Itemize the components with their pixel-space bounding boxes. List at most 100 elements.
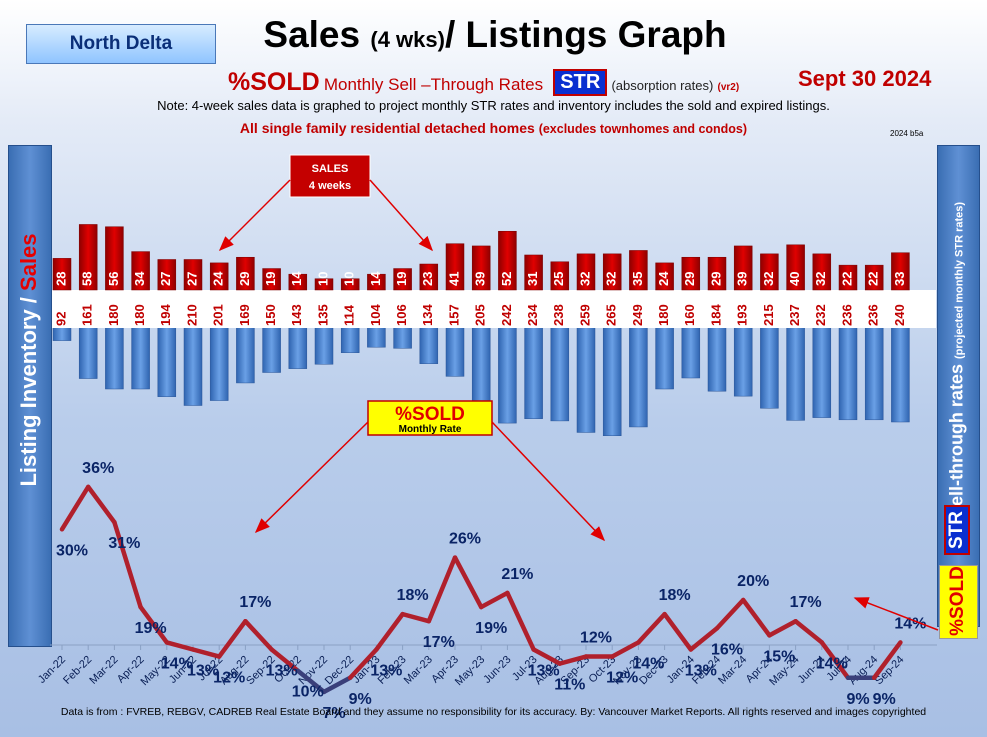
str-value-label: 13%: [685, 662, 717, 679]
sales-value-label: 32: [761, 272, 776, 286]
inventory-value-label: 157: [446, 304, 461, 326]
str-value-label: 31%: [108, 535, 140, 552]
str-value-label: 12%: [213, 670, 245, 687]
inventory-value-label: 104: [368, 304, 383, 326]
sales-bar: [105, 226, 124, 291]
sales-bar: [655, 262, 674, 291]
inventory-value-label: 92: [53, 312, 68, 326]
sold-callout-box: [367, 400, 493, 436]
inventory-value-label: 242: [499, 304, 514, 326]
inventory-value-label: 180: [132, 304, 147, 326]
inventory-value-label: 205: [473, 304, 488, 326]
str-value-label: 17%: [239, 594, 271, 611]
str-line-segment: [374, 611, 405, 652]
sales-bar: [209, 262, 229, 291]
str-value-label: 15%: [763, 648, 795, 665]
homes-note: All single family residential detached h…: [0, 120, 987, 136]
str-line-segment: [478, 590, 510, 610]
str-badge: STR: [553, 69, 608, 96]
x-tick-label: Feb-22: [61, 654, 94, 687]
sales-bar: [498, 230, 517, 291]
sales-value-label: 32: [577, 272, 592, 286]
title-small: (4 wks): [370, 27, 445, 52]
inventory-value-label: 240: [892, 304, 907, 326]
inventory-value-label: 194: [158, 304, 173, 326]
sales-value-label: 31: [525, 272, 540, 286]
sales-bar: [262, 268, 281, 291]
homes-note-main: All single family residential detached h…: [239, 120, 535, 136]
str-value-label: 13%: [528, 662, 560, 679]
str-line-segment: [112, 519, 143, 610]
str-value-label: 12%: [606, 670, 638, 687]
sales-value-label: 32: [813, 272, 828, 286]
region-label: North Delta: [26, 24, 216, 64]
sales-value-label: 39: [735, 272, 750, 286]
str-line-segment: [138, 604, 170, 645]
str-line-segment: [216, 618, 248, 659]
inventory-value-label: 236: [839, 304, 854, 326]
left-axis-panel: [8, 145, 52, 647]
sales-value-label: 24: [656, 271, 671, 286]
str-line-segment: [321, 675, 353, 695]
x-tick-label: Mar-22: [87, 654, 120, 687]
sales-bar: [393, 268, 412, 291]
sales-value-label: 22: [866, 272, 881, 286]
str-line-segment: [793, 618, 825, 645]
x-tick-label: Mar-24: [716, 654, 749, 687]
inventory-value-label: 201: [211, 304, 226, 326]
subtitle-version: (vr2): [717, 82, 740, 93]
sold-callout-line1: %SOLD: [395, 404, 465, 425]
homes-note-small: (excludes townhomes and condos): [538, 122, 748, 136]
sales-value-label: 40: [787, 272, 802, 286]
str-line-segment: [164, 640, 196, 652]
str-value-label: 21%: [501, 566, 533, 583]
inventory-value-label: 184: [708, 304, 723, 326]
sales-bar: [733, 245, 753, 291]
str-line-segment: [59, 484, 91, 532]
str-line-segment: [767, 618, 798, 638]
sales-value-label: 27: [184, 272, 199, 286]
right-sold-box: [939, 565, 978, 639]
str-line-segment: [426, 555, 458, 624]
sales-value-label: 29: [682, 272, 697, 286]
inventory-value-label: 134: [420, 304, 435, 326]
sales-value-label: 27: [158, 272, 173, 286]
str-value-label: 19%: [475, 620, 507, 637]
inventory-value-label: 238: [551, 304, 566, 326]
sales-bar: [629, 250, 648, 291]
inventory-value-label: 160: [682, 304, 697, 326]
str-line-segment: [400, 611, 432, 624]
str-value-label: 14%: [894, 615, 926, 632]
inventory-value-label: 114: [342, 304, 357, 326]
x-tick-label: Mar-23: [402, 654, 435, 687]
str-value-label: 12%: [580, 630, 612, 647]
x-tick-label: Jun-23: [481, 654, 513, 686]
sales-arrow-right: [369, 179, 433, 252]
sales-bar: [681, 256, 701, 291]
subtitle-absorption: (absorption rates): [611, 78, 714, 93]
inventory-value-label: 106: [394, 304, 409, 326]
sales-value-label: 19: [394, 272, 409, 286]
subtitle-rate: Monthly Sell –Through Rates: [323, 75, 544, 94]
str-value-label: 17%: [790, 594, 822, 611]
sold-callout-line2: Monthly Rate: [399, 424, 462, 435]
sales-bar: [131, 251, 150, 291]
sales-value-label: 24: [211, 271, 226, 286]
sales-bar: [419, 263, 439, 291]
x-tick-label: May-23: [453, 654, 487, 688]
title-main: Sales: [263, 14, 361, 55]
sales-value-label: 56: [106, 272, 121, 286]
str-value-label: 11%: [554, 677, 585, 694]
sales-bar: [288, 273, 308, 291]
sales-value-label: 22: [839, 272, 854, 286]
sales-value-label: 23: [420, 272, 435, 286]
sales-value-label: 14: [289, 271, 304, 286]
inventory-value-label: 180: [106, 304, 121, 326]
inventory-value-label: 210: [184, 304, 199, 326]
str-value-label: 7%: [322, 705, 345, 722]
sales-callout-line2: 4 weeks: [309, 180, 351, 192]
sales-callout-box: [289, 154, 371, 198]
sales-value-label: 19: [263, 272, 278, 286]
sales-bar: [812, 253, 832, 291]
sales-value-label: 35: [630, 272, 645, 286]
